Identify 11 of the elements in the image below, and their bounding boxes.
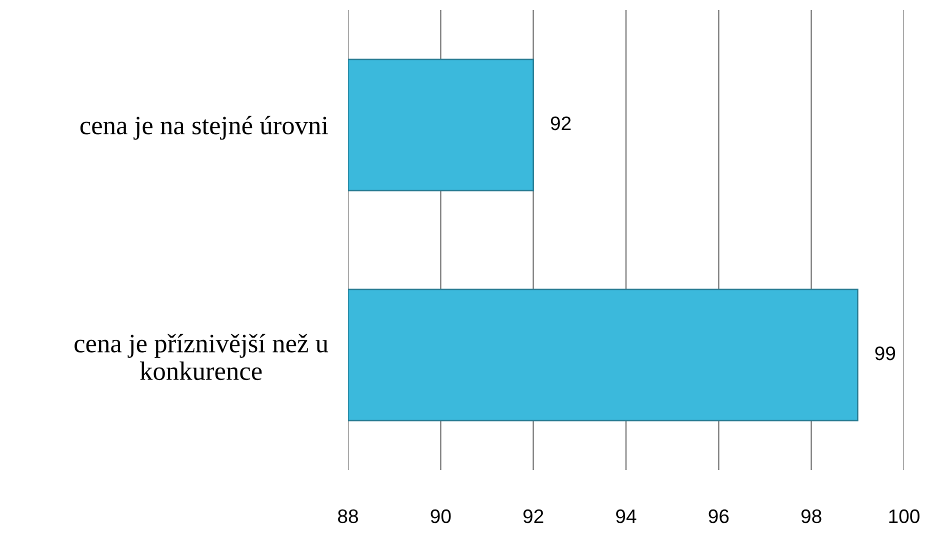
y-tick-label: cena je na stejné úrovni: [80, 116, 328, 140]
y-tick-label: cena je příznivější než u konkurence: [74, 334, 328, 380]
x-tick-label: 90: [430, 509, 451, 524]
x-tick-label: 100: [889, 509, 920, 524]
x-tick-label: 98: [801, 509, 822, 524]
x-tick-label: 94: [616, 509, 636, 524]
x-tick-label: 96: [708, 509, 729, 524]
x-tick-label: 88: [338, 509, 358, 524]
data-label: 92: [550, 116, 571, 130]
data-label: 99: [875, 346, 896, 360]
x-tick-label: 92: [523, 509, 544, 524]
